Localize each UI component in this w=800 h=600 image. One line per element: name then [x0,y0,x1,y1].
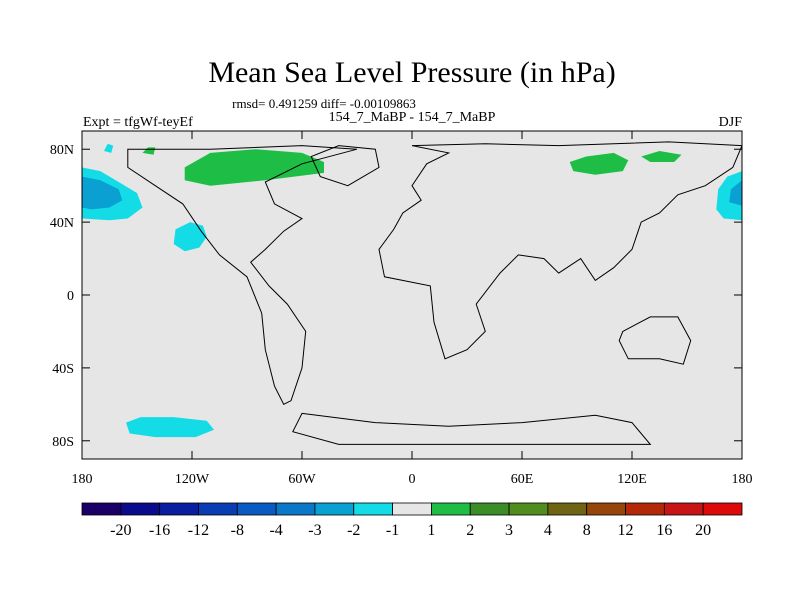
coastline-greenland-outline [310,145,380,187]
colorbar-label: 4 [544,522,552,539]
anomaly-north-america-high [184,149,324,186]
colorbar-label: -3 [308,522,321,539]
anomaly-north-pacific-low-east [716,171,742,221]
x-tick-label: 120W [175,472,210,487]
y-tick-label: 40S [52,362,74,377]
coastline-afro-eurasia-outline [378,141,742,360]
season-label: DJF [719,115,743,130]
axis-ticks: 180 120W 60W 0 60E 120E 180 80N 40N 0 40S 80S [50,131,753,487]
colorbar-swatch [392,502,432,516]
colorbar-swatch [663,502,704,516]
colorbar-label: -12 [188,522,209,539]
experiment-center-label: 154_7_MaBP - 154_7_MaBP [329,110,496,125]
stats-line: rmsd= 0.491259 diff= -0.00109863 [232,96,416,111]
colorbar-label: 8 [583,522,591,539]
colorbar: -20 -16 -12 -8 -4 -3 -2 -1 1 2 3 4 8 12 16 20 [81,502,743,539]
expt-label: Expt = tfgWf-teyEf [83,115,193,130]
anomaly-northeast-pacific-low [173,222,207,252]
y-tick-label: 40N [50,216,74,231]
coastline-australia-outline [618,316,692,365]
colorbar-swatch [314,502,355,516]
x-tick-label: 120E [617,472,647,487]
colorbar-label: 3 [505,522,513,539]
colorbar-swatch [547,502,588,516]
colorbar-swatch [625,502,665,516]
x-tick-label: 60E [511,472,534,487]
coastline-antarctica-outline [292,412,652,445]
colorbar-label: -1 [386,522,399,539]
colorbar-swatch [469,502,510,516]
colorbar-swatch [431,502,471,516]
colorbar-swatch [198,502,238,516]
colorbar-swatch [275,502,316,516]
y-tick-label: 80N [50,143,74,158]
colorbar-label: 2 [466,522,474,539]
colorbar-label: 20 [695,522,711,539]
colorbar-label: 1 [427,522,435,539]
colorbar-swatch [159,502,199,516]
anomaly-north-pacific-low-west-core [82,176,123,210]
colorbar-label: -8 [231,522,244,539]
x-tick-label: 0 [409,472,416,487]
colorbar-swatch [81,502,122,516]
anomaly-siberia-high-east [641,151,682,162]
map-background [82,131,742,459]
chart-title: Mean Sea Level Pressure (in hPa) [208,56,615,89]
x-tick-label: 180 [72,472,93,487]
coastline-americas-outline [127,145,358,405]
colorbar-label: 12 [618,522,634,539]
colorbar-swatch [586,502,626,516]
colorbar-swatch [120,502,161,516]
anomaly-north-pacific-low-east-core [729,180,742,206]
colorbar-label: -16 [149,522,170,539]
colorbar-swatch [236,502,277,516]
x-tick-label: 60W [288,472,316,487]
anomaly-southern-ocean-low [126,417,214,438]
anomaly-siberia-high-west [569,152,629,175]
x-tick-label: 180 [732,472,753,487]
colorbar-swatch [353,502,393,516]
colorbar-label: 16 [656,522,672,539]
colorbar-label: -20 [110,522,131,539]
colorbar-label: -4 [269,522,282,539]
y-tick-label: 80S [52,435,74,450]
colorbar-swatch [508,502,549,516]
anomaly-alaska-small-low [104,143,114,153]
colorbar-swatch [702,502,743,516]
map-plot-area [81,130,743,460]
colorbar-label: -2 [347,522,360,539]
y-tick-label: 0 [67,289,74,304]
